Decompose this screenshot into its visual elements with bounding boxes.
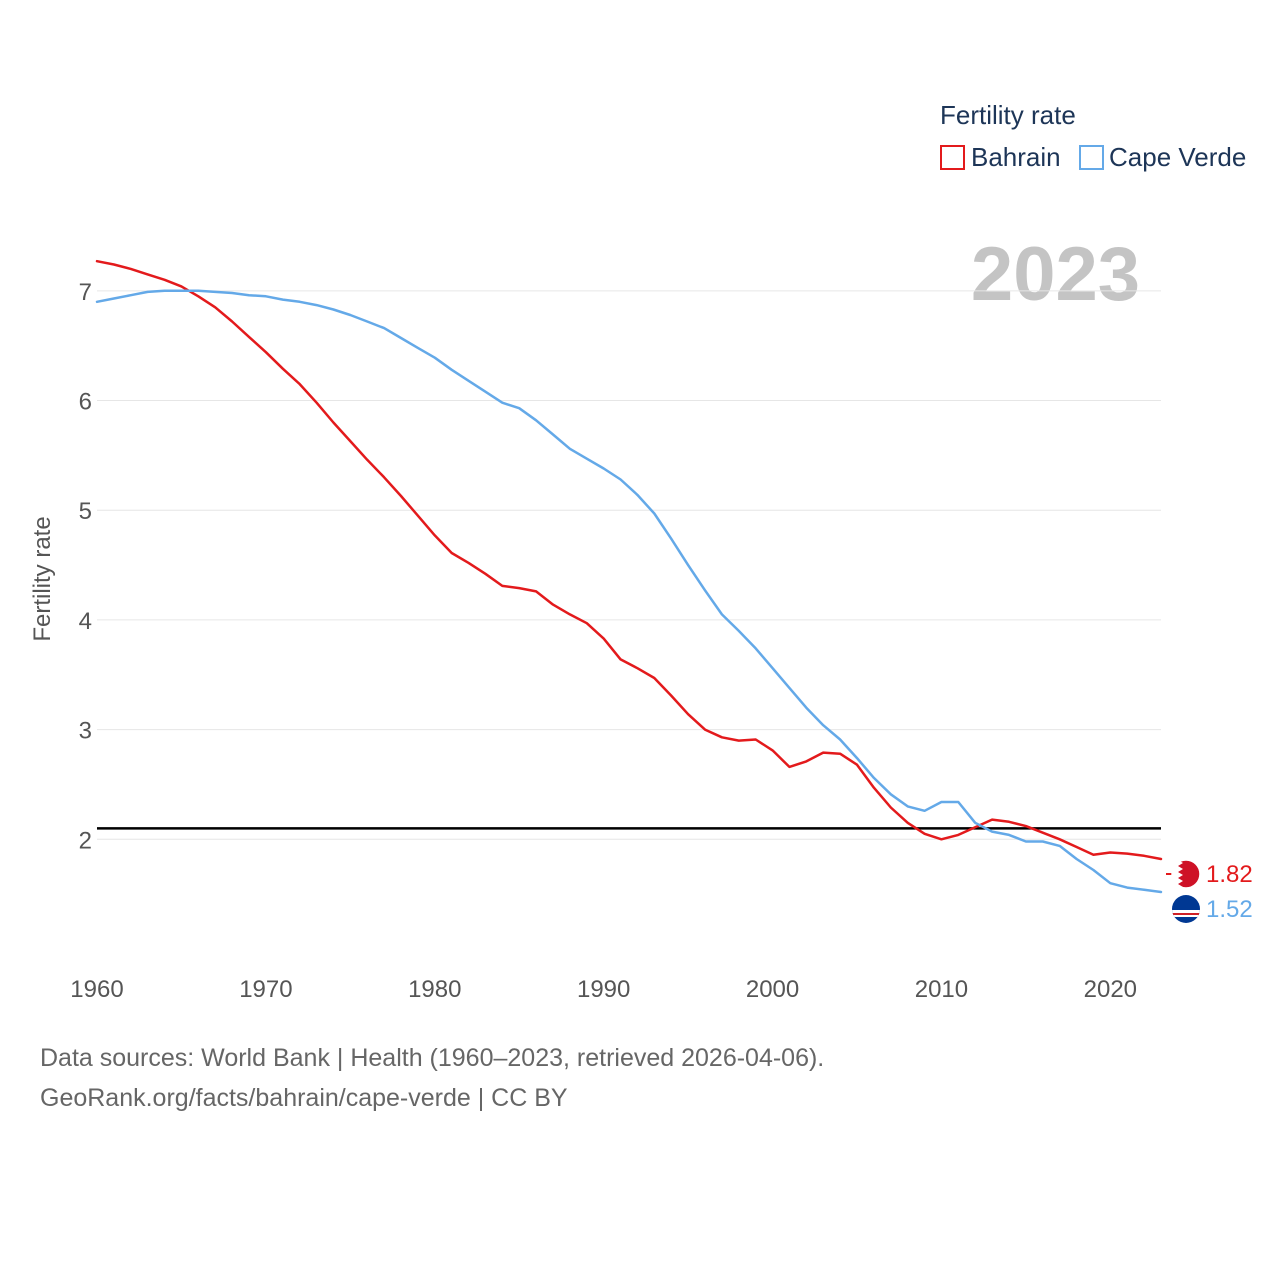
year-label: 2023 xyxy=(971,232,1140,317)
x-axis-ticks: 1960 1970 1980 1990 2000 2010 2020 xyxy=(70,976,1137,1003)
footer-sources: Data sources: World Bank | Health (1960–… xyxy=(40,1044,825,1072)
bahrain-end-marker: 1.82 xyxy=(1166,859,1253,889)
y-tick-label: 4 xyxy=(79,608,92,635)
bahrain-flag-icon xyxy=(1172,860,1200,888)
y-axis-ticks: 2 3 4 5 6 7 xyxy=(79,279,92,854)
legend-title: Fertility rate xyxy=(940,100,1076,130)
cape-verde-end-marker: 1.52 xyxy=(1172,895,1253,923)
y-tick-label: 5 xyxy=(79,498,92,525)
x-tick-label: 1970 xyxy=(239,976,292,1003)
legend-label-cape-verde: Cape Verde xyxy=(1109,142,1246,172)
y-tick-label: 6 xyxy=(79,389,92,416)
fertility-rate-chart: Fertility rate Bahrain Cape Verde 2023 F… xyxy=(29,100,1253,1003)
legend-item-cape-verde[interactable]: Cape Verde xyxy=(1079,142,1246,172)
cape-verde-flag-icon xyxy=(1172,895,1200,923)
series-lines xyxy=(95,259,1163,894)
gridlines xyxy=(97,290,1161,840)
y-tick-label: 2 xyxy=(79,827,92,854)
x-tick-label: 2010 xyxy=(915,976,968,1003)
footer-link[interactable]: GeoRank.org/facts/bahrain/cape-verde | C… xyxy=(40,1084,568,1112)
y-tick-label: 7 xyxy=(79,279,92,306)
legend-label-bahrain: Bahrain xyxy=(971,142,1061,172)
legend-swatch-cape-verde xyxy=(1079,145,1104,170)
legend-swatch-bahrain xyxy=(940,145,965,170)
x-tick-label: 1990 xyxy=(577,976,630,1003)
x-tick-label: 2000 xyxy=(746,976,799,1003)
x-tick-label: 2020 xyxy=(1084,976,1137,1003)
bahrain-end-value: 1.82 xyxy=(1206,861,1253,888)
series-line-cape-verde xyxy=(95,289,1163,894)
series-line-bahrain xyxy=(95,259,1163,861)
legend-item-bahrain[interactable]: Bahrain xyxy=(940,142,1061,172)
cape-verde-end-value: 1.52 xyxy=(1206,896,1253,923)
x-tick-label: 1980 xyxy=(408,976,461,1003)
y-axis-label: Fertility rate xyxy=(29,516,56,641)
x-tick-label: 1960 xyxy=(70,976,123,1003)
y-tick-label: 3 xyxy=(79,718,92,745)
